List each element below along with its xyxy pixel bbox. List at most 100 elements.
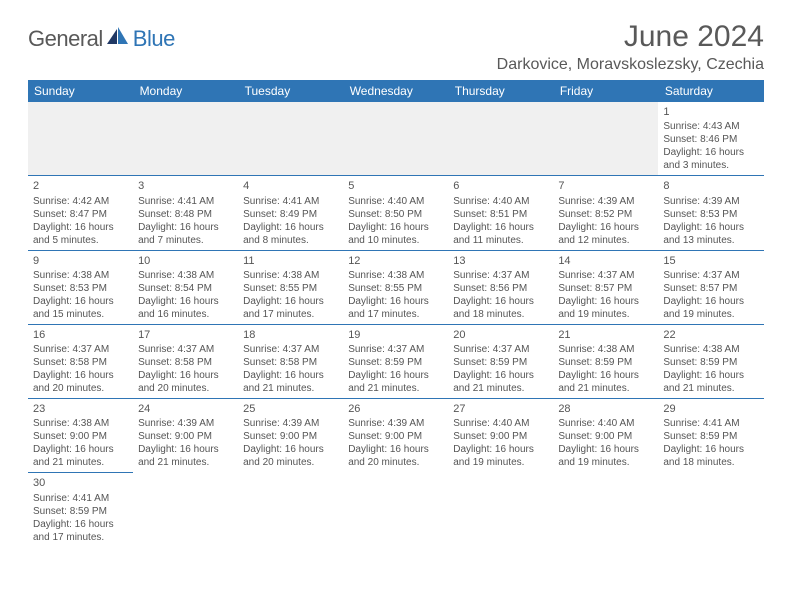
calendar-cell: 27Sunrise: 4:40 AMSunset: 9:00 PMDayligh… <box>448 399 553 473</box>
sunrise-text: Sunrise: 4:39 AM <box>348 417 443 430</box>
sunrise-text: Sunrise: 4:39 AM <box>138 417 233 430</box>
day-number: 19 <box>348 328 443 342</box>
sunset-text: Sunset: 8:59 PM <box>33 505 128 518</box>
calendar-cell: 23Sunrise: 4:38 AMSunset: 9:00 PMDayligh… <box>28 399 133 473</box>
day-number: 15 <box>663 254 758 268</box>
sunset-text: Sunset: 8:55 PM <box>243 282 338 295</box>
daylight-text: and 18 minutes. <box>453 308 548 321</box>
daylight-text: Daylight: 16 hours <box>663 295 758 308</box>
sunset-text: Sunset: 8:59 PM <box>663 356 758 369</box>
sunrise-text: Sunrise: 4:39 AM <box>243 417 338 430</box>
day-number: 5 <box>348 179 443 193</box>
calendar-cell: 11Sunrise: 4:38 AMSunset: 8:55 PMDayligh… <box>238 250 343 324</box>
calendar-cell: 9Sunrise: 4:38 AMSunset: 8:53 PMDaylight… <box>28 250 133 324</box>
calendar-row: 16Sunrise: 4:37 AMSunset: 8:58 PMDayligh… <box>28 324 764 398</box>
daylight-text: Daylight: 16 hours <box>558 369 653 382</box>
day-number: 10 <box>138 254 233 268</box>
sunset-text: Sunset: 8:59 PM <box>663 430 758 443</box>
sunset-text: Sunset: 8:53 PM <box>33 282 128 295</box>
daylight-text: and 21 minutes. <box>138 456 233 469</box>
sunset-text: Sunset: 8:58 PM <box>138 356 233 369</box>
daylight-text: Daylight: 16 hours <box>453 221 548 234</box>
col-thursday: Thursday <box>448 80 553 102</box>
daylight-text: and 17 minutes. <box>33 531 128 544</box>
daylight-text: Daylight: 16 hours <box>453 369 548 382</box>
daylight-text: and 19 minutes. <box>558 308 653 321</box>
calendar-row: 30 Sunrise: 4:41 AMSunset: 8:59 PMDayligh… <box>28 473 764 547</box>
calendar-row: 23Sunrise: 4:38 AMSunset: 9:00 PMDayligh… <box>28 399 764 473</box>
daylight-text: Daylight: 16 hours <box>558 295 653 308</box>
calendar-cell: 4 Sunrise: 4:41 AMSunset: 8:49 PMDaylight… <box>238 176 343 250</box>
sunset-text: Sunset: 9:00 PM <box>33 430 128 443</box>
day-number: 24 <box>138 402 233 416</box>
sunset-text: Sunset: 9:00 PM <box>453 430 548 443</box>
sunrise-text: Sunrise: 4:41 AM <box>138 195 233 208</box>
day-number: 7 <box>558 179 653 193</box>
daylight-text: Daylight: 16 hours <box>33 518 128 531</box>
sunset-text: Sunset: 8:59 PM <box>453 356 548 369</box>
calendar-cell: 26Sunrise: 4:39 AMSunset: 9:00 PMDayligh… <box>343 399 448 473</box>
day-number: 4 <box>243 179 338 193</box>
daylight-text: and 21 minutes. <box>243 382 338 395</box>
calendar-cell <box>448 473 553 547</box>
calendar-cell <box>448 102 553 176</box>
daylight-text: and 19 minutes. <box>663 308 758 321</box>
calendar-cell <box>238 102 343 176</box>
sunset-text: Sunset: 8:57 PM <box>558 282 653 295</box>
calendar-cell: 21Sunrise: 4:38 AMSunset: 8:59 PMDayligh… <box>553 324 658 398</box>
calendar-cell: 25Sunrise: 4:39 AMSunset: 9:00 PMDayligh… <box>238 399 343 473</box>
col-saturday: Saturday <box>658 80 763 102</box>
sunrise-text: Sunrise: 4:40 AM <box>453 195 548 208</box>
sunset-text: Sunset: 8:52 PM <box>558 208 653 221</box>
daylight-text: Daylight: 16 hours <box>663 369 758 382</box>
daylight-text: Daylight: 16 hours <box>33 221 128 234</box>
calendar-cell <box>553 473 658 547</box>
calendar-cell <box>133 473 238 547</box>
daylight-text: Daylight: 16 hours <box>33 443 128 456</box>
sunrise-text: Sunrise: 4:42 AM <box>33 195 128 208</box>
daylight-text: Daylight: 16 hours <box>348 221 443 234</box>
calendar-cell <box>343 473 448 547</box>
sunset-text: Sunset: 8:57 PM <box>663 282 758 295</box>
sunrise-text: Sunrise: 4:37 AM <box>663 269 758 282</box>
sunrise-text: Sunrise: 4:37 AM <box>453 269 548 282</box>
sunset-text: Sunset: 8:58 PM <box>243 356 338 369</box>
col-monday: Monday <box>133 80 238 102</box>
sunrise-text: Sunrise: 4:37 AM <box>138 343 233 356</box>
day-number: 1 <box>663 105 758 119</box>
daylight-text: and 19 minutes. <box>453 456 548 469</box>
day-number: 21 <box>558 328 653 342</box>
calendar-cell: 20Sunrise: 4:37 AMSunset: 8:59 PMDayligh… <box>448 324 553 398</box>
daylight-text: and 20 minutes. <box>348 456 443 469</box>
day-number: 30 <box>33 476 128 490</box>
day-number: 20 <box>453 328 548 342</box>
daylight-text: and 18 minutes. <box>663 456 758 469</box>
day-number: 18 <box>243 328 338 342</box>
daylight-text: and 20 minutes. <box>33 382 128 395</box>
daylight-text: Daylight: 16 hours <box>138 443 233 456</box>
calendar-cell: 1Sunrise: 4:43 AMSunset: 8:46 PMDaylight… <box>658 102 763 176</box>
daylight-text: Daylight: 16 hours <box>558 443 653 456</box>
calendar-cell <box>238 473 343 547</box>
daylight-text: and 21 minutes. <box>558 382 653 395</box>
day-number: 23 <box>33 402 128 416</box>
daylight-text: and 8 minutes. <box>243 234 338 247</box>
sunset-text: Sunset: 8:49 PM <box>243 208 338 221</box>
col-friday: Friday <box>553 80 658 102</box>
day-number: 12 <box>348 254 443 268</box>
daylight-text: Daylight: 16 hours <box>138 295 233 308</box>
daylight-text: and 17 minutes. <box>348 308 443 321</box>
calendar-cell: 17Sunrise: 4:37 AMSunset: 8:58 PMDayligh… <box>133 324 238 398</box>
sunrise-text: Sunrise: 4:38 AM <box>138 269 233 282</box>
daylight-text: and 20 minutes. <box>138 382 233 395</box>
sunrise-text: Sunrise: 4:41 AM <box>243 195 338 208</box>
daylight-text: and 10 minutes. <box>348 234 443 247</box>
sunrise-text: Sunrise: 4:38 AM <box>243 269 338 282</box>
logo-text-general: General <box>28 26 103 52</box>
sunrise-text: Sunrise: 4:41 AM <box>33 492 128 505</box>
daylight-text: Daylight: 16 hours <box>243 221 338 234</box>
calendar-cell: 7Sunrise: 4:39 AMSunset: 8:52 PMDaylight… <box>553 176 658 250</box>
calendar-cell: 2Sunrise: 4:42 AMSunset: 8:47 PMDaylight… <box>28 176 133 250</box>
sunrise-text: Sunrise: 4:38 AM <box>558 343 653 356</box>
day-number: 3 <box>138 179 233 193</box>
